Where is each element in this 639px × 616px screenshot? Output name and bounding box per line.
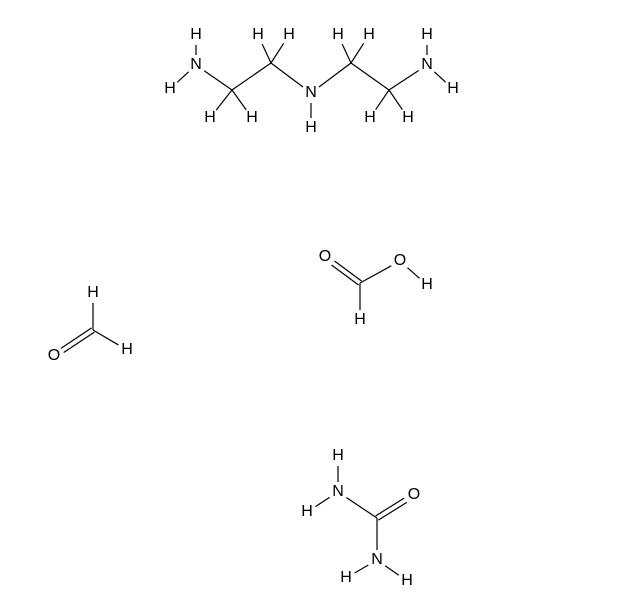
atom-label-H: H (301, 503, 313, 520)
chemical-structure-diagram: HNHHHHHNHHHHHNHHOHOHOHHNHHONHH (0, 0, 639, 616)
atom-label-H: H (332, 447, 344, 464)
atom-label-O: O (394, 252, 406, 269)
atom-label-H: H (354, 311, 366, 328)
atom-label-H: H (332, 26, 344, 43)
atom-label-H: H (305, 119, 317, 136)
atom-label-H: H (87, 284, 99, 301)
molecule-formic-acid: OHOH (319, 248, 433, 328)
atom-label-H: H (252, 26, 264, 43)
atom-label-O: O (319, 248, 331, 265)
atom-label-N: N (332, 483, 344, 500)
atom-label-H: H (421, 26, 433, 43)
atom-label-H: H (364, 109, 376, 126)
atom-label-N: N (190, 56, 202, 73)
atom-label-O: O (48, 347, 60, 364)
atom-label-H: H (402, 109, 414, 126)
atom-label-H: H (421, 276, 433, 293)
molecule-urea: N H H O N H H (301, 447, 420, 589)
atom-label-H: H (190, 26, 202, 43)
molecule-diethylenetriamine: HNHHHHHNHHHHHNHH (164, 26, 459, 136)
atom-label-H: H (164, 80, 176, 97)
atom-label-O: O (408, 486, 420, 503)
atom-label-H: H (340, 569, 352, 586)
molecule-formaldehyde: O H H (48, 284, 133, 364)
atom-label-N: N (305, 84, 317, 101)
atom-label-H: H (121, 341, 133, 358)
atom-label-N: N (371, 551, 383, 568)
atom-label-H: H (401, 572, 413, 589)
atom-label-H: H (246, 109, 258, 126)
atom-label-H: H (204, 109, 216, 126)
atom-label-H: H (447, 80, 459, 97)
atom-label-H: H (283, 26, 295, 43)
atom-label-N: N (421, 56, 433, 73)
atom-label-H: H (363, 26, 375, 43)
